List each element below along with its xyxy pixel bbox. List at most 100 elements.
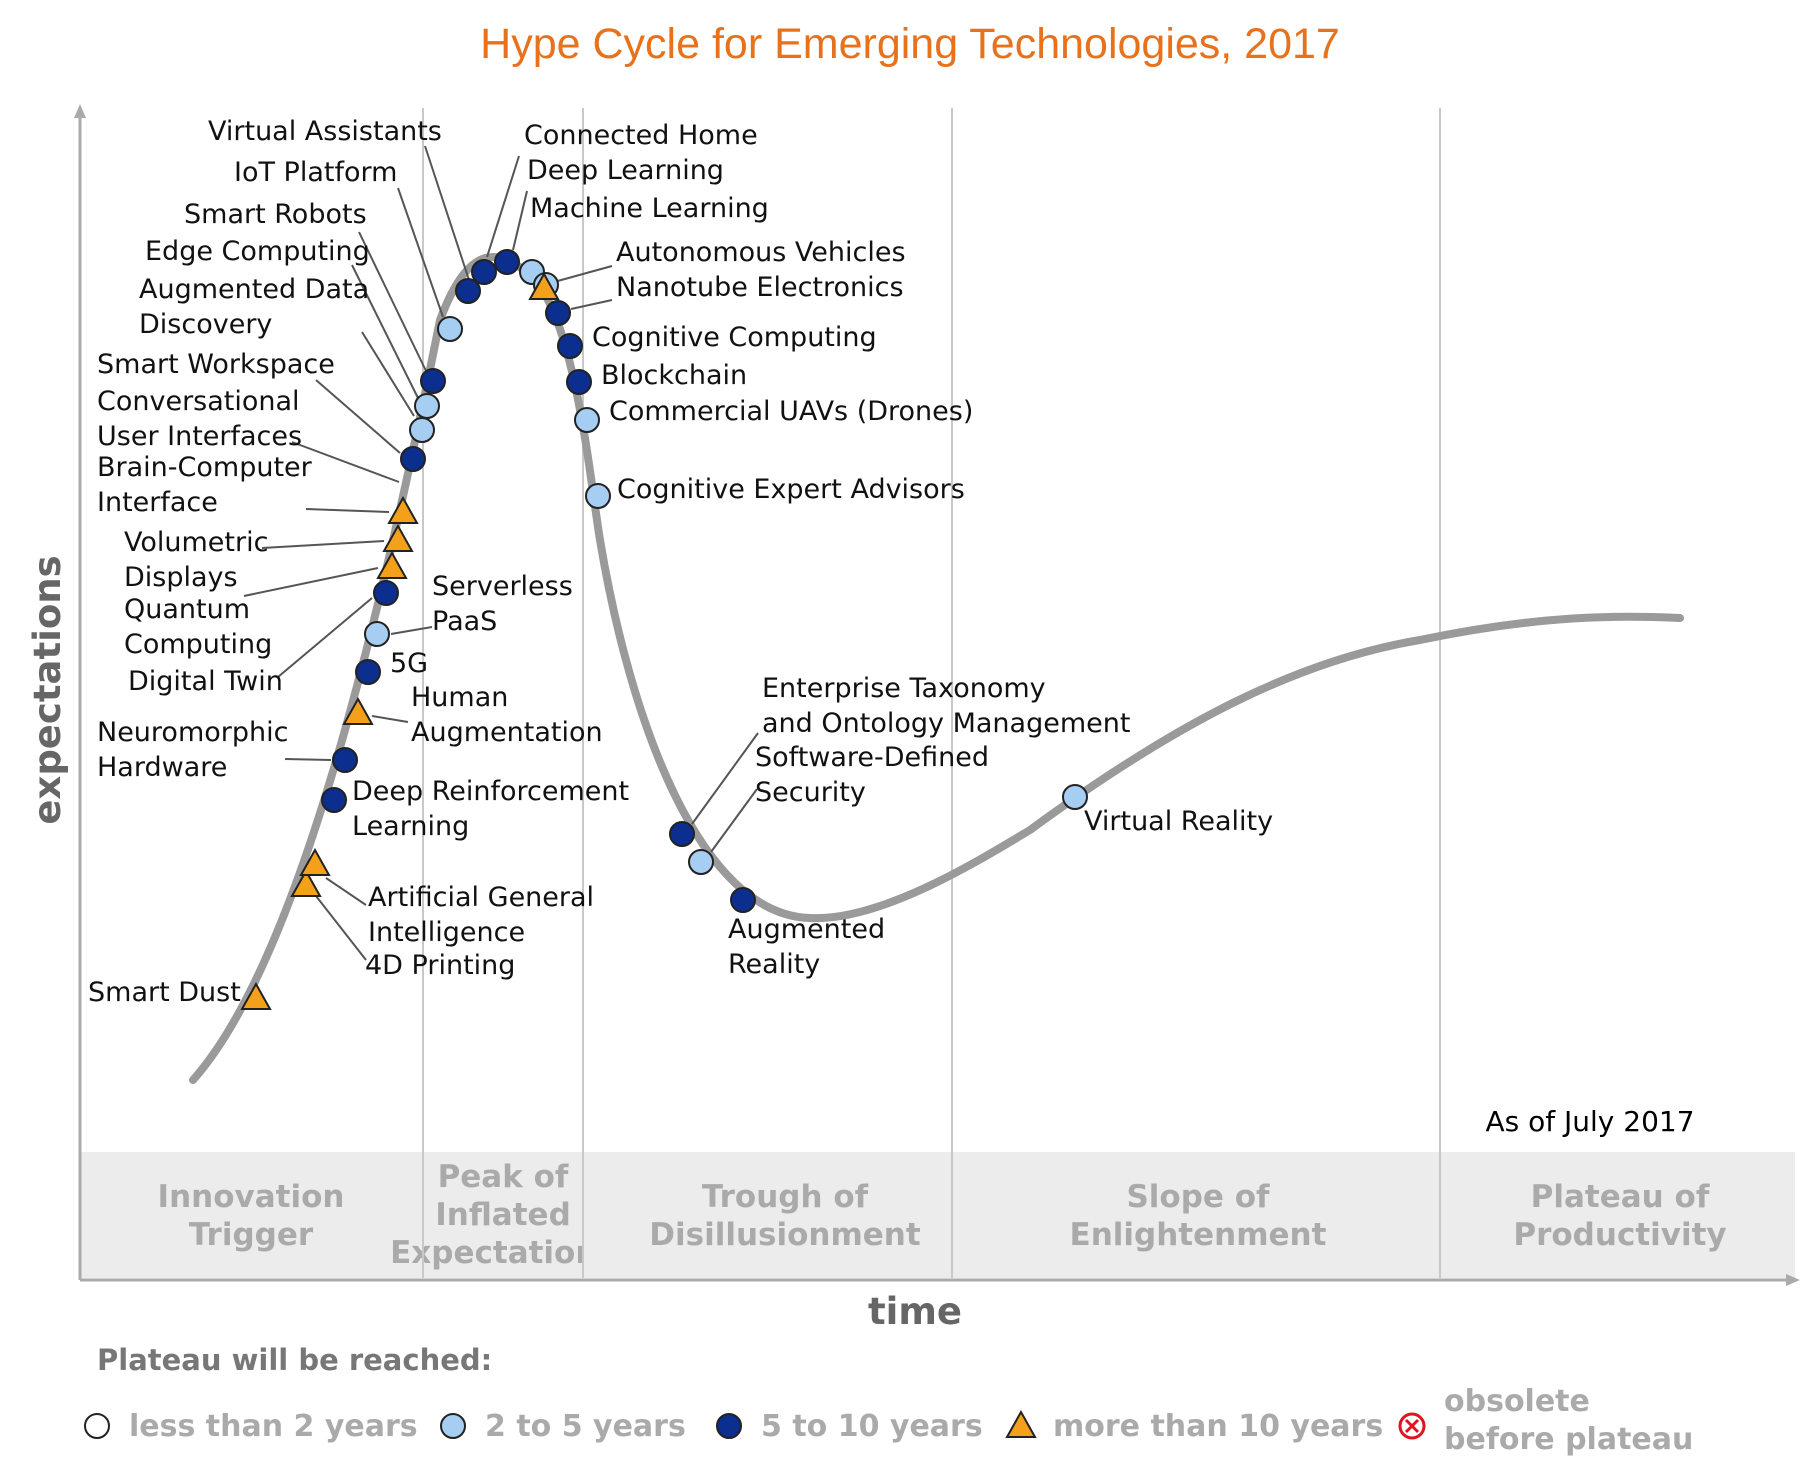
label-deep-learning-line: Deep Learning xyxy=(527,155,724,186)
label-autonomous-vehicles-line: Autonomous Vehicles xyxy=(616,237,906,268)
label-machine-learning: Machine Learning xyxy=(530,193,769,224)
label-cognitive-computing-line: Cognitive Computing xyxy=(592,322,877,353)
y-axis-arrow xyxy=(74,104,86,118)
label-serverless-paas-line: Serverless xyxy=(432,571,573,602)
phase-label-trough-of-disillusionment-line: Trough of xyxy=(702,1179,869,1215)
leader-brain-computer-interface xyxy=(305,508,390,513)
marker-volumetric-displays xyxy=(382,523,414,552)
marker-commercial-uavs-drones xyxy=(574,407,600,433)
leader-autonomous-vehicles xyxy=(553,265,613,283)
leader-augmented-data-discovery xyxy=(361,331,415,417)
label-human-augmentation: Human Augmentation xyxy=(411,682,603,748)
label-connected-home: Connected Home xyxy=(524,120,758,151)
legend-label-gt10: more than 10 years xyxy=(1053,1409,1383,1444)
label-blockchain: Blockchain xyxy=(601,360,747,391)
label-deep-reinforcement-learning-line: Deep Reinforcement xyxy=(352,776,629,807)
hype-curve xyxy=(189,253,1684,1084)
phase-label-innovation-trigger-line: Trigger xyxy=(189,1217,314,1253)
x-axis-title: time xyxy=(868,1290,962,1333)
label-augmented-data-discovery: Augmented Data Discovery xyxy=(139,274,369,340)
legend-label-obsolete-line: obsolete xyxy=(1444,1384,1590,1419)
phase-label-slope-of-enlightenment-line: Slope of xyxy=(1126,1179,1270,1215)
label-smart-dust: Smart Dust xyxy=(88,977,241,1008)
marker-quantum-computing xyxy=(376,550,408,579)
label-deep-learning: Deep Learning xyxy=(527,155,724,186)
marker-iot-platform xyxy=(437,316,463,342)
leader-software-defined-security xyxy=(710,788,758,853)
leader-virtual-assistants xyxy=(424,145,471,284)
label-4d-printing-line: 4D Printing xyxy=(365,950,515,981)
legend-title: Plateau will be reached: xyxy=(97,1343,492,1377)
legend-label-5to10: 5 to 10 years xyxy=(761,1409,983,1444)
label-volumetric-displays-line: Displays xyxy=(124,562,238,593)
marker-human-augmentation xyxy=(342,696,374,725)
label-commercial-uavs-drones: Commercial UAVs (Drones) xyxy=(609,396,973,427)
legend-marker-5to10 xyxy=(716,1413,742,1439)
phase-label-peak-of-inflated-expectations: Peak of Inflated Expectations xyxy=(390,1159,616,1271)
phase-band-1 xyxy=(423,1152,583,1278)
label-augmented-data-discovery-line: Discovery xyxy=(139,309,272,340)
technology-labels: Smart Dust 4D Printing Artificial General I… xyxy=(88,116,1273,1008)
phase-label-slope-of-enlightenment-line: Enlightenment xyxy=(1070,1217,1327,1253)
marker-deep-reinforcement-learning xyxy=(321,787,347,813)
label-serverless-paas: Serverless PaaS xyxy=(432,571,573,637)
legend-label-lt2-line: less than 2 years xyxy=(129,1409,418,1444)
label-smart-workspace: Smart Workspace xyxy=(97,349,335,380)
label-cognitive-expert-advisors: Cognitive Expert Advisors xyxy=(617,474,965,505)
label-volumetric-displays-line: Volumetric xyxy=(124,527,268,558)
marker-augmented-reality xyxy=(730,887,756,913)
marker-autonomous-vehicles xyxy=(528,271,560,300)
label-artificial-general-intelligence-line: Intelligence xyxy=(368,917,525,948)
legend-marker-2to5 xyxy=(440,1413,466,1439)
label-blockchain-line: Blockchain xyxy=(601,360,747,391)
phase-label-innovation-trigger: Innovation Trigger xyxy=(158,1179,345,1253)
marker-smart-workspace xyxy=(420,368,446,394)
technology-markers xyxy=(240,249,1088,1010)
label-smart-workspace-line: Smart Workspace xyxy=(97,349,335,380)
phase-label-trough-of-disillusionment: Trough of Disillusionment xyxy=(649,1179,921,1253)
label-4d-printing: 4D Printing xyxy=(365,950,515,981)
label-5g: 5G xyxy=(390,648,428,679)
label-neuromorphic-hardware: Neuromorphic Hardware xyxy=(97,717,288,783)
legend-label-gt10-line: more than 10 years xyxy=(1053,1409,1383,1444)
leader-serverless-paas xyxy=(390,626,433,635)
legend-label-2to5-line: 2 to 5 years xyxy=(485,1409,686,1444)
label-nanotube-electronics-line: Nanotube Electronics xyxy=(616,272,904,303)
legend-label-lt2: less than 2 years xyxy=(129,1409,418,1444)
marker-cognitive-computing xyxy=(557,333,583,359)
marker-artificial-general-intelligence xyxy=(299,847,331,876)
label-enterprise-taxonomy-and-ontology-management: Enterprise Taxonomy and Ontology Manageme… xyxy=(762,673,1130,739)
leader-conversational-user-interfaces xyxy=(291,441,400,483)
label-enterprise-taxonomy-and-ontology-management-line: and Ontology Management xyxy=(762,708,1130,739)
phase-band-0 xyxy=(80,1152,423,1278)
marker-virtual-reality xyxy=(1062,784,1088,810)
label-neuromorphic-hardware-line: Hardware xyxy=(97,752,227,783)
phase-band-4 xyxy=(1440,1152,1795,1278)
label-digital-twin: Digital Twin xyxy=(128,666,283,697)
legend-marker-lt2 xyxy=(84,1413,110,1439)
leader-volumetric-displays xyxy=(261,540,385,549)
label-5g-line: 5G xyxy=(390,648,428,679)
phase-band-3 xyxy=(952,1152,1440,1278)
label-software-defined-security-line: Software-Defined xyxy=(755,742,989,773)
marker-enterprise-taxonomy-and-ontology-management xyxy=(669,821,695,847)
marker-5g xyxy=(355,659,381,685)
label-human-augmentation-line: Augmentation xyxy=(411,717,603,748)
label-software-defined-security: Software-Defined Security xyxy=(755,742,989,808)
leader-iot-platform xyxy=(397,187,444,318)
leader-quantum-computing xyxy=(243,567,379,597)
legend-marker-obsolete xyxy=(1398,1412,1426,1440)
label-serverless-paas-line: PaaS xyxy=(432,606,497,637)
leader-smart-workspace xyxy=(315,379,401,454)
label-artificial-general-intelligence-line: Artificial General xyxy=(368,882,594,913)
as-of-note: As of July 2017 xyxy=(1485,1105,1694,1138)
legend-label-5to10-line: 5 to 10 years xyxy=(761,1409,983,1444)
label-smart-dust-line: Smart Dust xyxy=(88,977,241,1008)
label-commercial-uavs-drones-line: Commercial UAVs (Drones) xyxy=(609,396,973,427)
label-artificial-general-intelligence: Artificial General Intelligence xyxy=(368,882,594,948)
phase-label-peak-of-inflated-expectations-line: Expectations xyxy=(390,1235,616,1271)
label-virtual-assistants-line: Virtual Assistants xyxy=(208,116,442,147)
label-deep-reinforcement-learning-line: Learning xyxy=(352,811,469,842)
label-autonomous-vehicles: Autonomous Vehicles xyxy=(616,237,906,268)
